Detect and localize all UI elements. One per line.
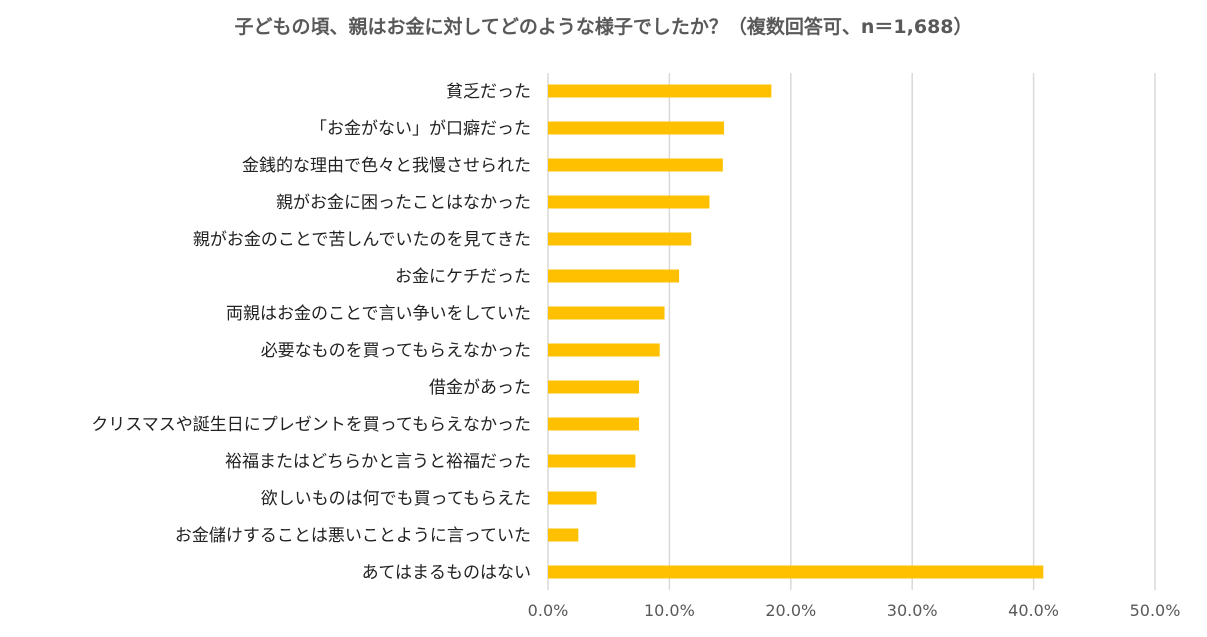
category-label: 金銭的な理由で色々と我慢させられた [242,155,531,176]
category-label: お金にケチだった [395,267,531,287]
bar [548,121,725,135]
gridlines [547,73,1156,590]
category-label: 親がお金に困ったことはなかった [276,193,531,213]
chart-title: 子どもの頃、親はお金に対してどのような様子でしたか？（複数回答可、n＝1,688… [234,16,973,38]
bar [548,232,692,246]
category-label: 両親はお金のことで言い争いをしていた [226,304,531,324]
category-label: 裕福またはどちらかと言うと裕福だった [225,452,531,472]
bar [548,269,680,283]
category-label: 必要なものを買ってもらえなかった [261,341,531,361]
category-label: 欲しいものは何でも買ってもらえた [261,489,531,509]
bar [548,491,597,505]
category-label: 貧乏だった [446,82,531,102]
x-tick-label: 0.0% [528,601,569,620]
bar [548,380,640,394]
category-label: クリスマスや誕生日にプレゼントを買ってもらえなかった [91,415,531,435]
bar [548,158,723,172]
bar [548,343,660,357]
x-tick-label: 20.0% [765,601,816,620]
x-axis-ticks: 0.0% 10.0% 20.0% 30.0% 40.0% 50.0% [528,601,1181,620]
bar [548,417,640,431]
x-tick-label: 40.0% [1008,601,1059,620]
bar [548,84,772,98]
x-tick-label: 10.0% [644,601,695,620]
bar [548,528,579,542]
bar [548,565,1044,579]
x-tick-label: 50.0% [1130,601,1181,620]
category-label: あてはまるものはない [362,563,531,583]
x-tick-label: 30.0% [887,601,938,620]
bar [548,454,636,468]
category-label: お金儲けすることは悪いことように言っていた [175,526,531,546]
category-label: 「お金がない」が口癖だった [310,119,531,139]
category-label: 借金があった [429,378,531,398]
bars [548,84,1044,579]
category-labels: 貧乏だった「お金がない」が口癖だった金銭的な理由で色々と我慢させられた親がお金に… [91,82,531,583]
bar [548,195,710,209]
category-label: 親がお金のことで苦しんでいたのを見てきた [193,230,531,250]
bar [548,306,665,320]
